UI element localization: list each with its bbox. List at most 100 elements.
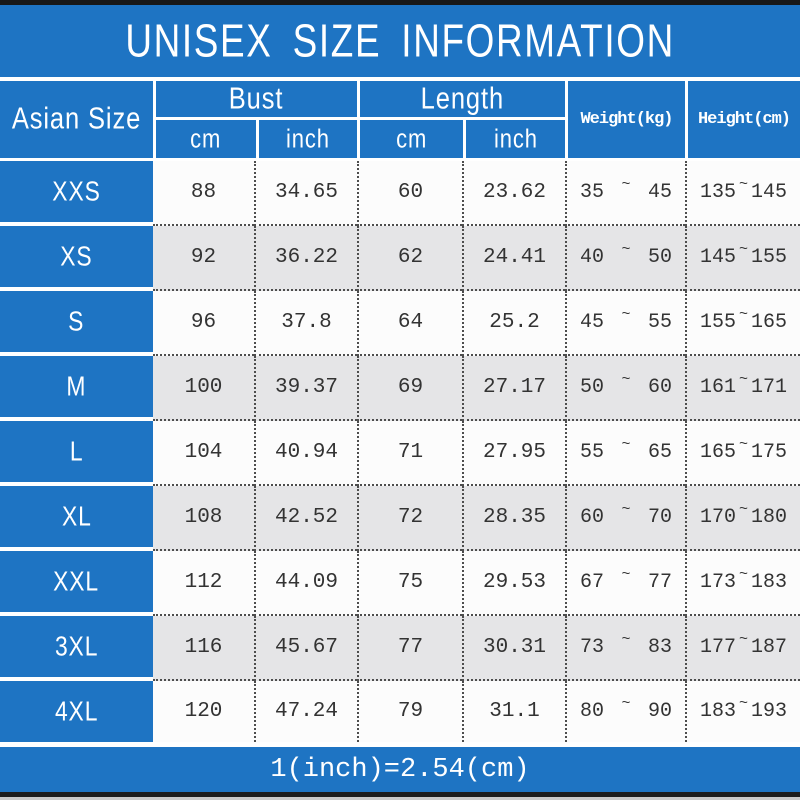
size-cell: M	[0, 356, 153, 421]
height-range-cell: 135 ~145	[685, 161, 800, 226]
table-row-xxl: XXL 112 44.09 75 29.53 67 ~77 173 ~183	[0, 551, 800, 616]
header-bust-group: Bust cm inch	[153, 81, 357, 158]
length-inch-cell: 24.41	[462, 226, 565, 291]
header-height: Height(cm)	[685, 81, 800, 158]
tilde-symbol: ~	[621, 371, 631, 388]
tilde-symbol: ~	[621, 501, 631, 518]
table-body: XXS 88 34.65 60 23.62 35 ~45 135 ~145 XS 9…	[0, 161, 800, 742]
bust-inch-cell: 40.94	[254, 421, 357, 486]
length-cm-cell: 64	[357, 291, 462, 356]
bust-cm-cell: 116	[153, 616, 254, 681]
top-border	[0, 0, 800, 5]
table-row-xl: XL 108 42.52 72 28.35 60 ~70 170 ~180	[0, 486, 800, 551]
length-inch-cell: 27.95	[462, 421, 565, 486]
size-cell: XS	[0, 226, 153, 291]
length-inch-cell: 23.62	[462, 161, 565, 226]
table-row-l: L 104 40.94 71 27.95 55 ~65 165 ~175	[0, 421, 800, 486]
weight-range-cell: 67 ~77	[565, 551, 685, 616]
bust-cm-cell: 88	[153, 161, 254, 226]
size-cell: 4XL	[0, 681, 153, 742]
weight-range-cell: 50 ~60	[565, 356, 685, 421]
bottom-edge	[0, 797, 800, 800]
table-row-xs: XS 92 36.22 62 24.41 40 ~50 145 ~155	[0, 226, 800, 291]
tilde-symbol: ~	[621, 566, 631, 583]
table-row-m: M 100 39.37 69 27.17 50 ~60 161 ~171	[0, 356, 800, 421]
height-range-cell: 183 ~193	[685, 681, 800, 742]
header-bust-units: cm inch	[156, 120, 357, 158]
size-cell: XXS	[0, 161, 153, 226]
header-bust-inch: inch	[255, 120, 358, 158]
weight-range-cell: 40 ~50	[565, 226, 685, 291]
length-cm-cell: 75	[357, 551, 462, 616]
header-length-label: Length	[360, 81, 565, 120]
table-row-3xl: 3XL 116 45.67 77 30.31 73 ~83 177 ~187	[0, 616, 800, 681]
header-length-group: Length cm inch	[357, 81, 565, 158]
bottom-border	[0, 792, 800, 797]
tilde-symbol: ~	[621, 695, 631, 712]
page-title: UNISEX SIZE INFORMATION	[125, 13, 675, 68]
header-length-cm: cm	[396, 123, 428, 154]
tilde-symbol: ~	[738, 241, 748, 258]
conversion-note: 1(inch)=2.54(cm)	[270, 754, 530, 785]
bust-cm-cell: 104	[153, 421, 254, 486]
title-bar: UNISEX SIZE INFORMATION	[0, 5, 800, 81]
tilde-symbol: ~	[738, 436, 748, 453]
tilde-symbol: ~	[621, 176, 631, 193]
header-weight: Weight(kg)	[565, 81, 685, 158]
bust-cm-cell: 112	[153, 551, 254, 616]
bust-inch-cell: 42.52	[254, 486, 357, 551]
length-inch-cell: 27.17	[462, 356, 565, 421]
size-cell: 3XL	[0, 616, 153, 681]
size-cell: S	[0, 291, 153, 356]
height-range-cell: 177 ~187	[685, 616, 800, 681]
length-cm-cell: 71	[357, 421, 462, 486]
table-header: Asian Size Bust cm inch Length cm	[0, 81, 800, 161]
bust-cm-cell: 108	[153, 486, 254, 551]
header-bust-label: Bust	[156, 81, 357, 120]
header-asian-size-label: Asian Size	[11, 102, 142, 136]
table-row-s: S 96 37.8 64 25.2 45 ~55 155 ~165	[0, 291, 800, 356]
length-cm-cell: 62	[357, 226, 462, 291]
weight-range-cell: 45 ~55	[565, 291, 685, 356]
bust-inch-cell: 36.22	[254, 226, 357, 291]
length-inch-cell: 31.1	[462, 681, 565, 742]
tilde-symbol: ~	[621, 306, 631, 323]
header-length-inch: inch	[463, 120, 565, 158]
tilde-symbol: ~	[738, 566, 748, 583]
height-range-cell: 155 ~165	[685, 291, 800, 356]
tilde-symbol: ~	[738, 501, 748, 518]
bust-inch-cell: 44.09	[254, 551, 357, 616]
bust-cm-cell: 120	[153, 681, 254, 742]
tilde-symbol: ~	[621, 631, 631, 648]
tilde-symbol: ~	[738, 371, 748, 388]
height-range-cell: 173 ~183	[685, 551, 800, 616]
bust-inch-cell: 47.24	[254, 681, 357, 742]
bust-cm-cell: 92	[153, 226, 254, 291]
length-cm-cell: 72	[357, 486, 462, 551]
bust-cm-cell: 96	[153, 291, 254, 356]
tilde-symbol: ~	[738, 631, 748, 648]
tilde-symbol: ~	[738, 695, 748, 712]
bust-inch-cell: 34.65	[254, 161, 357, 226]
weight-range-cell: 35 ~45	[565, 161, 685, 226]
header-bust-cm: cm	[190, 123, 222, 154]
length-cm-cell: 79	[357, 681, 462, 742]
height-range-cell: 165 ~175	[685, 421, 800, 486]
bust-cm-cell: 100	[153, 356, 254, 421]
weight-range-cell: 73 ~83	[565, 616, 685, 681]
length-cm-cell: 69	[357, 356, 462, 421]
tilde-symbol: ~	[738, 306, 748, 323]
length-inch-cell: 30.31	[462, 616, 565, 681]
height-range-cell: 170 ~180	[685, 486, 800, 551]
bust-inch-cell: 39.37	[254, 356, 357, 421]
length-inch-cell: 28.35	[462, 486, 565, 551]
footer-bar: 1(inch)=2.54(cm)	[0, 742, 800, 792]
tilde-symbol: ~	[621, 241, 631, 258]
tilde-symbol: ~	[621, 436, 631, 453]
weight-range-cell: 80 ~90	[565, 681, 685, 742]
size-cell: XXL	[0, 551, 153, 616]
height-range-cell: 161 ~171	[685, 356, 800, 421]
weight-range-cell: 55 ~65	[565, 421, 685, 486]
header-asian-size: Asian Size	[0, 81, 153, 158]
